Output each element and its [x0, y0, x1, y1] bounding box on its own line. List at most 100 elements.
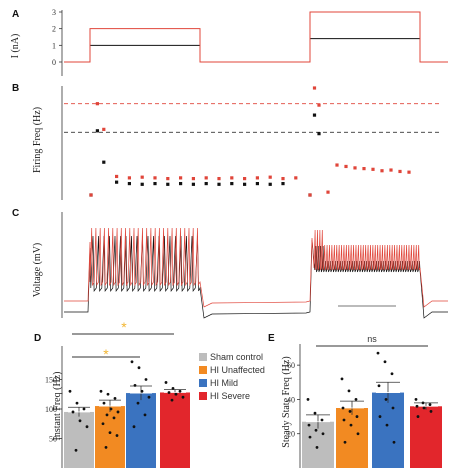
data-point [181, 395, 185, 399]
panel-b-point-black [115, 180, 119, 184]
data-point [385, 423, 389, 427]
data-point [347, 389, 351, 393]
panel-b-point-black [166, 182, 170, 186]
data-point [383, 360, 387, 364]
legend-entry-severe: HI Severe [210, 391, 250, 401]
data-point [170, 398, 174, 402]
panel-a-letter: A [12, 9, 19, 20]
bar-unaffected [336, 408, 368, 468]
data-point [422, 406, 426, 410]
panel-b-points [89, 86, 411, 197]
data-point [421, 401, 425, 405]
data-point [112, 416, 116, 420]
data-point [343, 440, 347, 444]
panel-b-point-black [95, 129, 99, 133]
panel-b-point-black [191, 182, 195, 186]
panel-b-point-black [268, 182, 272, 186]
data-point [314, 428, 318, 432]
data-point [174, 392, 178, 396]
panel-b-point-black [140, 182, 144, 186]
data-point [108, 431, 112, 434]
y-tick-label: 100 [45, 405, 57, 414]
panel-c-letter: C [12, 208, 19, 219]
panel-b-point-black [179, 181, 183, 186]
panel-e-chart: 60 40 20 ns [287, 334, 442, 468]
data-point [415, 404, 419, 408]
panel-d-letter: D [34, 333, 41, 344]
data-point [99, 389, 103, 393]
y-tick-label: 50 [49, 435, 57, 444]
panel-e-ylabel: Steady State Freq (Hz) [281, 356, 292, 447]
legend-swatch-severe [199, 392, 207, 400]
legend-entry-unaffected: HI Unaffected [210, 365, 265, 375]
panel-a-traces [64, 11, 448, 63]
bar-mild [126, 393, 156, 468]
data-point [306, 398, 310, 401]
data-point [113, 396, 117, 400]
y-tick-label: 150 [45, 376, 57, 385]
data-point [320, 418, 324, 422]
panel-b-point-red [255, 176, 259, 180]
significance-star: * [121, 319, 127, 335]
panel-b-point-black [255, 181, 259, 186]
data-point [414, 398, 418, 401]
data-point [355, 415, 359, 418]
data-point [356, 432, 360, 436]
panel-a-ticks: 3 2 1 0 [52, 8, 62, 67]
panel-b-point-red [89, 193, 93, 197]
data-point [178, 389, 182, 393]
panel-b-point-red [153, 176, 157, 180]
legend-swatch-unaffected [199, 366, 207, 374]
data-point [105, 413, 109, 417]
data-point [171, 386, 175, 390]
panel-b-ylabel: Firing Freq (Hz) [32, 107, 43, 173]
panel-b-point-red [140, 175, 144, 179]
y-tick-label: 40 [287, 395, 295, 404]
data-point [132, 425, 136, 429]
data-point [342, 418, 346, 422]
data-point [384, 398, 388, 401]
panel-b-point-black [204, 181, 208, 186]
panel-b-point-red [281, 176, 285, 181]
data-point [102, 401, 106, 405]
legend-swatch-mild [199, 379, 207, 387]
panel-b-point-red [115, 174, 119, 179]
panel-b-point-red [243, 176, 247, 181]
data-point [144, 378, 148, 381]
data-point [321, 432, 325, 436]
panel-a-trace-black [64, 38, 448, 63]
panel-b-point-red [308, 193, 312, 197]
data-point [307, 423, 311, 427]
data-point [167, 391, 171, 394]
data-point [349, 423, 353, 427]
panel-b-point-red [217, 176, 221, 181]
panel-b-point-black [127, 181, 131, 186]
panel-b-point-red [166, 176, 170, 181]
panel-b-point-black [281, 181, 285, 186]
data-point [115, 434, 119, 437]
panel-a-tick-label: 1 [52, 41, 56, 50]
panel-b-point-red [102, 127, 106, 131]
panel-b-point-red [127, 176, 131, 180]
data-point [392, 440, 396, 444]
data-point [354, 398, 358, 401]
panel-b-point-black [243, 182, 247, 186]
data-point [313, 411, 317, 415]
data-point [341, 406, 345, 410]
panel-d-chart: 150 100 50 * * [45, 319, 190, 468]
panel-c-trace-black [64, 235, 448, 319]
data-point [136, 401, 140, 405]
panel-b-point-red [335, 163, 339, 167]
panel-c-ylabel: Voltage (mV) [32, 243, 43, 298]
significance-label: ns [367, 334, 377, 344]
data-point [164, 381, 168, 384]
panel-b-point-red [380, 169, 384, 173]
data-point [82, 407, 86, 411]
data-point [143, 413, 147, 417]
panel-d-ylabel: Instant Freq (Hz) [52, 372, 63, 441]
y-tick-label: 60 [287, 361, 295, 370]
bar-severe [160, 392, 190, 468]
data-point [429, 410, 433, 413]
data-point [71, 410, 75, 414]
panel-b-point-red [312, 86, 317, 90]
